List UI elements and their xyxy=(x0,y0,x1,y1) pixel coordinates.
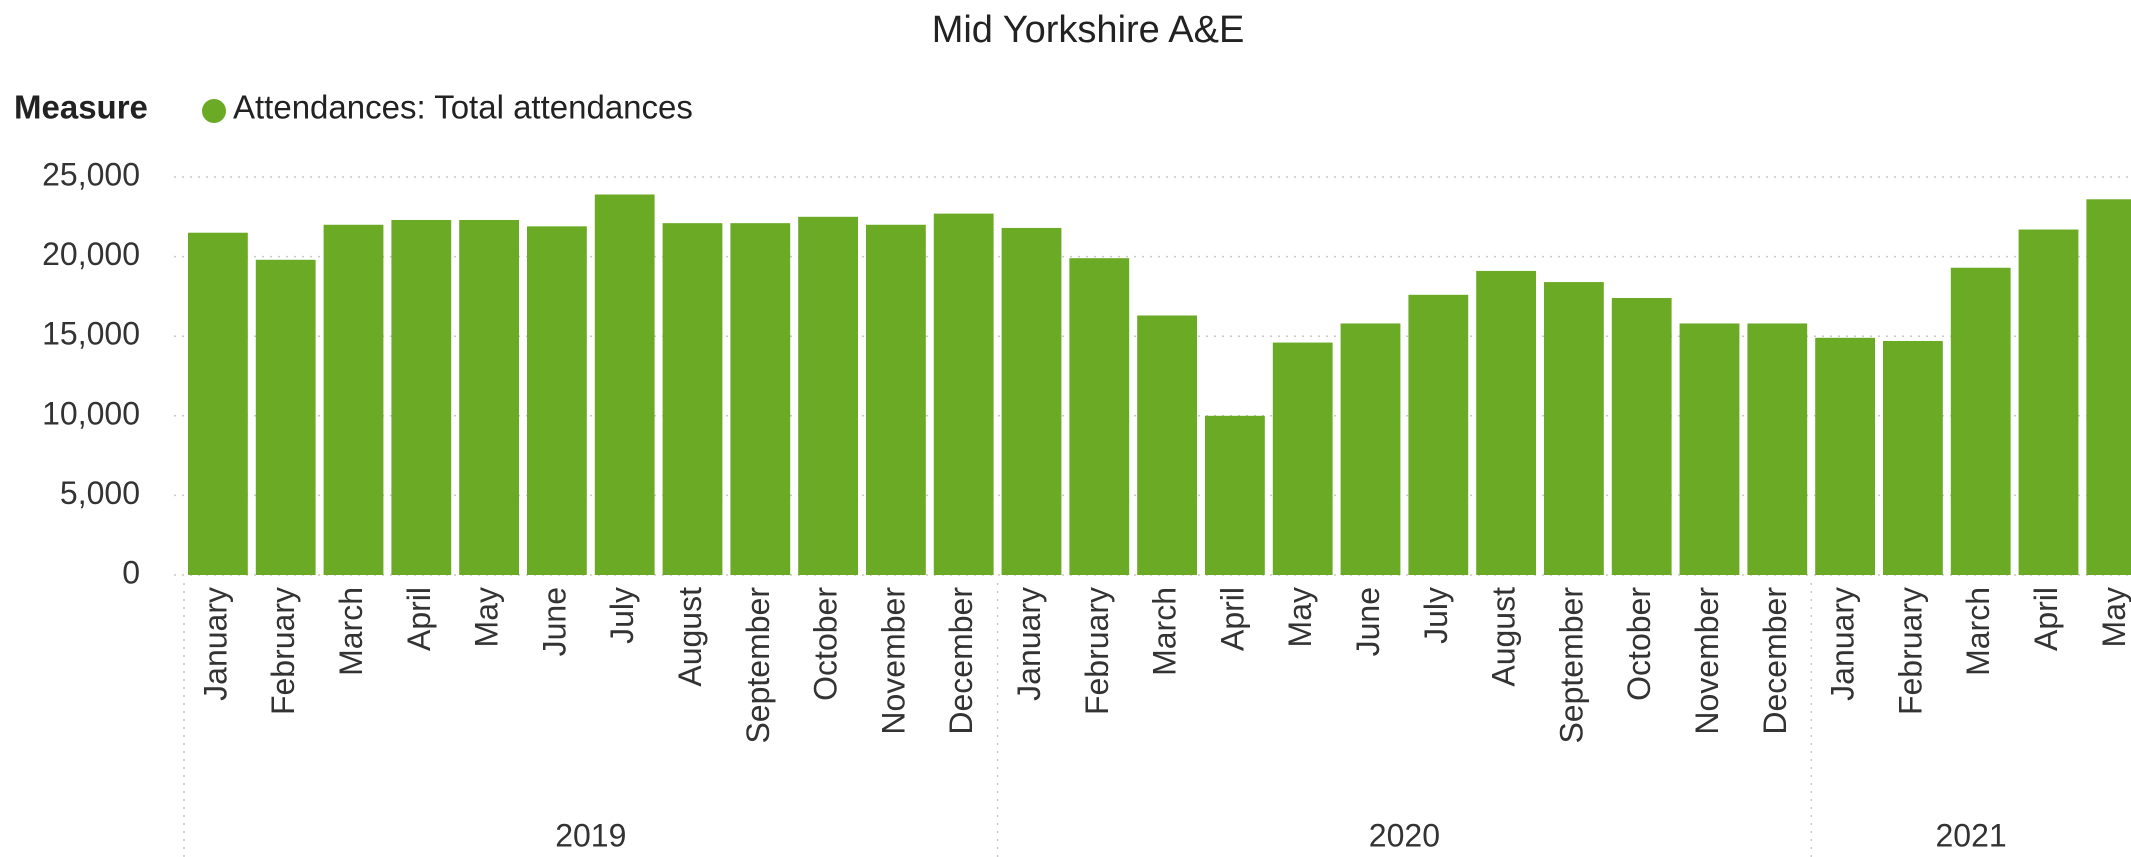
x-tick-label: October xyxy=(1621,587,1657,701)
bar xyxy=(730,223,791,575)
x-tick-label: August xyxy=(672,587,708,687)
x-tick-label: January xyxy=(1825,587,1861,701)
bar xyxy=(1476,270,1536,575)
x-tick-label: March xyxy=(333,587,369,676)
x-tick-label: November xyxy=(1689,587,1725,735)
year-label: 2019 xyxy=(555,817,626,853)
x-tick-label: June xyxy=(536,587,572,656)
x-tick-label: May xyxy=(2096,587,2131,647)
bar xyxy=(323,224,384,575)
bar xyxy=(798,216,858,576)
x-tick-label: May xyxy=(469,587,505,647)
x-tick-label: April xyxy=(1214,587,1250,651)
x-tick-label: September xyxy=(740,587,776,744)
y-tick-label: 10,000 xyxy=(42,395,140,431)
y-tick-label: 5,000 xyxy=(60,475,140,511)
bar xyxy=(1001,227,1062,575)
y-tick-label: 20,000 xyxy=(42,236,140,272)
bar xyxy=(1611,297,1672,575)
x-tick-label: February xyxy=(265,587,301,715)
y-tick-label: 25,000 xyxy=(42,156,140,192)
x-tick-label: October xyxy=(808,587,844,701)
year-label: 2021 xyxy=(1936,817,2007,853)
x-tick-label: May xyxy=(1282,587,1318,647)
year-label: 2020 xyxy=(1369,817,1440,853)
x-tick-label: June xyxy=(1350,587,1386,656)
y-tick-label: 0 xyxy=(122,554,140,590)
bar xyxy=(1544,282,1604,575)
bar xyxy=(594,194,655,575)
x-tick-label: March xyxy=(1960,587,1996,676)
x-tick-label: January xyxy=(197,587,233,701)
x-tick-label: April xyxy=(401,587,437,651)
x-tick-label: December xyxy=(943,587,979,735)
x-tick-label: March xyxy=(1147,587,1183,676)
bar xyxy=(1747,323,1808,575)
bar xyxy=(391,219,452,575)
bar xyxy=(1272,342,1333,575)
bar xyxy=(662,223,723,575)
bar xyxy=(2086,199,2131,575)
bar xyxy=(459,219,519,575)
bar xyxy=(1815,337,1875,575)
bar xyxy=(527,226,587,576)
x-tick-label: July xyxy=(604,587,640,644)
x-tick-label: February xyxy=(1892,587,1928,715)
bar xyxy=(1137,315,1197,575)
bar xyxy=(1408,294,1469,575)
bar xyxy=(866,224,926,575)
x-tick-label: December xyxy=(1757,587,1793,735)
x-tick-label: November xyxy=(875,587,911,735)
bar xyxy=(255,259,316,575)
x-tick-label: January xyxy=(1011,587,1047,701)
bar xyxy=(1069,258,1130,575)
x-tick-label: February xyxy=(1079,587,1115,715)
chart-title: Mid Yorkshire A&E xyxy=(932,9,1245,51)
x-tick-label: August xyxy=(1486,587,1522,687)
x-tick-label: September xyxy=(1553,587,1589,744)
bar xyxy=(933,213,994,575)
y-tick-label: 15,000 xyxy=(42,316,140,352)
x-tick-label: April xyxy=(2028,587,2064,651)
legend-title: Measure xyxy=(14,89,148,126)
legend-swatch xyxy=(202,99,226,123)
bar xyxy=(2018,229,2079,575)
bar xyxy=(1205,415,1265,575)
bar xyxy=(1950,267,2011,575)
x-tick-label: July xyxy=(1418,587,1454,644)
bar xyxy=(1340,323,1401,575)
bar xyxy=(188,232,248,575)
bar xyxy=(1679,323,1740,575)
legend-label: Attendances: Total attendances xyxy=(233,89,693,126)
bar xyxy=(1883,340,1943,575)
